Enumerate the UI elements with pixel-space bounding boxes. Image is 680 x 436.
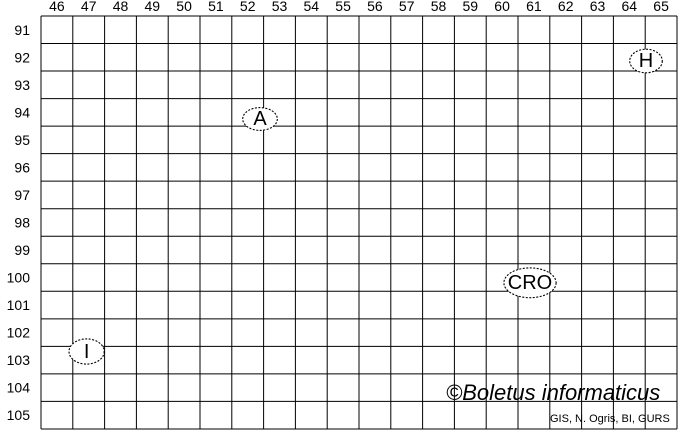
svg-text:50: 50 <box>176 0 192 14</box>
svg-text:91: 91 <box>14 22 30 38</box>
svg-text:56: 56 <box>367 0 383 14</box>
svg-text:101: 101 <box>7 297 31 313</box>
svg-text:58: 58 <box>431 0 447 14</box>
svg-text:97: 97 <box>14 187 30 203</box>
svg-text:99: 99 <box>14 242 30 258</box>
svg-text:98: 98 <box>14 214 30 230</box>
svg-text:63: 63 <box>590 0 606 14</box>
svg-text:103: 103 <box>7 352 31 368</box>
svg-text:46: 46 <box>49 0 65 14</box>
svg-text:GIS, N. Ogris, BI, GURS: GIS, N. Ogris, BI, GURS <box>550 413 670 425</box>
svg-text:93: 93 <box>14 77 30 93</box>
svg-text:47: 47 <box>81 0 97 14</box>
svg-text:60: 60 <box>494 0 510 14</box>
svg-text:CRO: CRO <box>508 272 552 294</box>
svg-text:53: 53 <box>272 0 288 14</box>
svg-text:100: 100 <box>7 270 31 286</box>
svg-text:105: 105 <box>7 407 31 423</box>
svg-text:57: 57 <box>399 0 415 14</box>
svg-text:©Boletus informaticus: ©Boletus informaticus <box>446 380 660 405</box>
svg-text:62: 62 <box>558 0 574 14</box>
svg-text:55: 55 <box>335 0 351 14</box>
svg-text:92: 92 <box>14 49 30 65</box>
svg-text:104: 104 <box>7 380 31 396</box>
svg-text:61: 61 <box>526 0 542 14</box>
svg-text:59: 59 <box>463 0 479 14</box>
svg-text:48: 48 <box>113 0 129 14</box>
svg-text:64: 64 <box>622 0 638 14</box>
svg-text:H: H <box>639 50 653 72</box>
svg-text:96: 96 <box>14 159 30 175</box>
svg-text:54: 54 <box>304 0 320 14</box>
svg-text:95: 95 <box>14 132 30 148</box>
svg-text:102: 102 <box>7 325 31 341</box>
svg-text:52: 52 <box>240 0 256 14</box>
svg-text:65: 65 <box>653 0 669 14</box>
svg-text:94: 94 <box>14 104 30 120</box>
svg-text:49: 49 <box>145 0 161 14</box>
svg-text:A: A <box>253 108 267 130</box>
svg-text:I: I <box>84 341 90 363</box>
svg-text:51: 51 <box>208 0 224 14</box>
